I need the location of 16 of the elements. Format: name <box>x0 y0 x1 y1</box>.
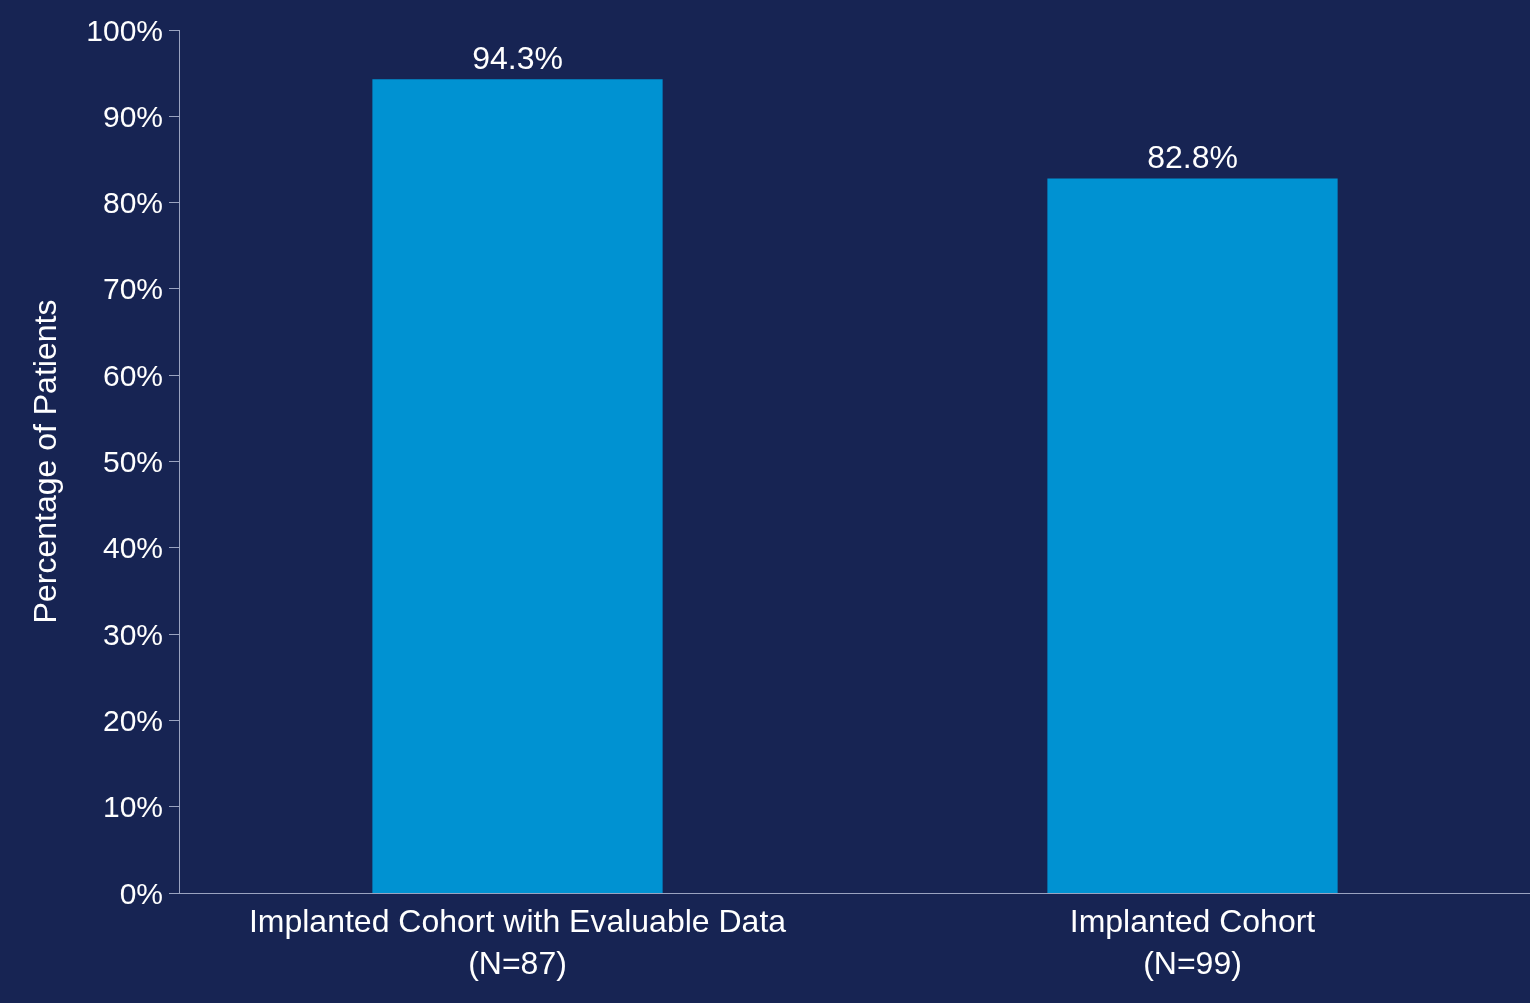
x-tick-label: Implanted Cohort with Evaluable Data (N=87) <box>248 903 787 981</box>
y-tick-label: 10% <box>102 790 163 824</box>
y-tick-label: 90% <box>102 99 163 133</box>
y-tick-label: 50% <box>102 445 163 478</box>
data-label: 82.8% <box>1147 139 1238 176</box>
y-tick-label: 0% <box>119 876 163 910</box>
y-tick-label: 80% <box>102 186 163 220</box>
y-tick-label: 60% <box>102 358 163 392</box>
y-tick-label: 30% <box>102 617 163 651</box>
y-axis-title: Percentage of Patients <box>26 299 63 624</box>
y-tick-label: 70% <box>102 272 163 306</box>
y-tick-label: 20% <box>102 703 163 737</box>
x-tick-label: Implanted Cohort (N=99) <box>1069 903 1316 981</box>
y-tick-label: 40% <box>102 531 163 565</box>
y-tick-label: 100% <box>86 13 163 47</box>
data-label: 94.3% <box>472 40 563 77</box>
